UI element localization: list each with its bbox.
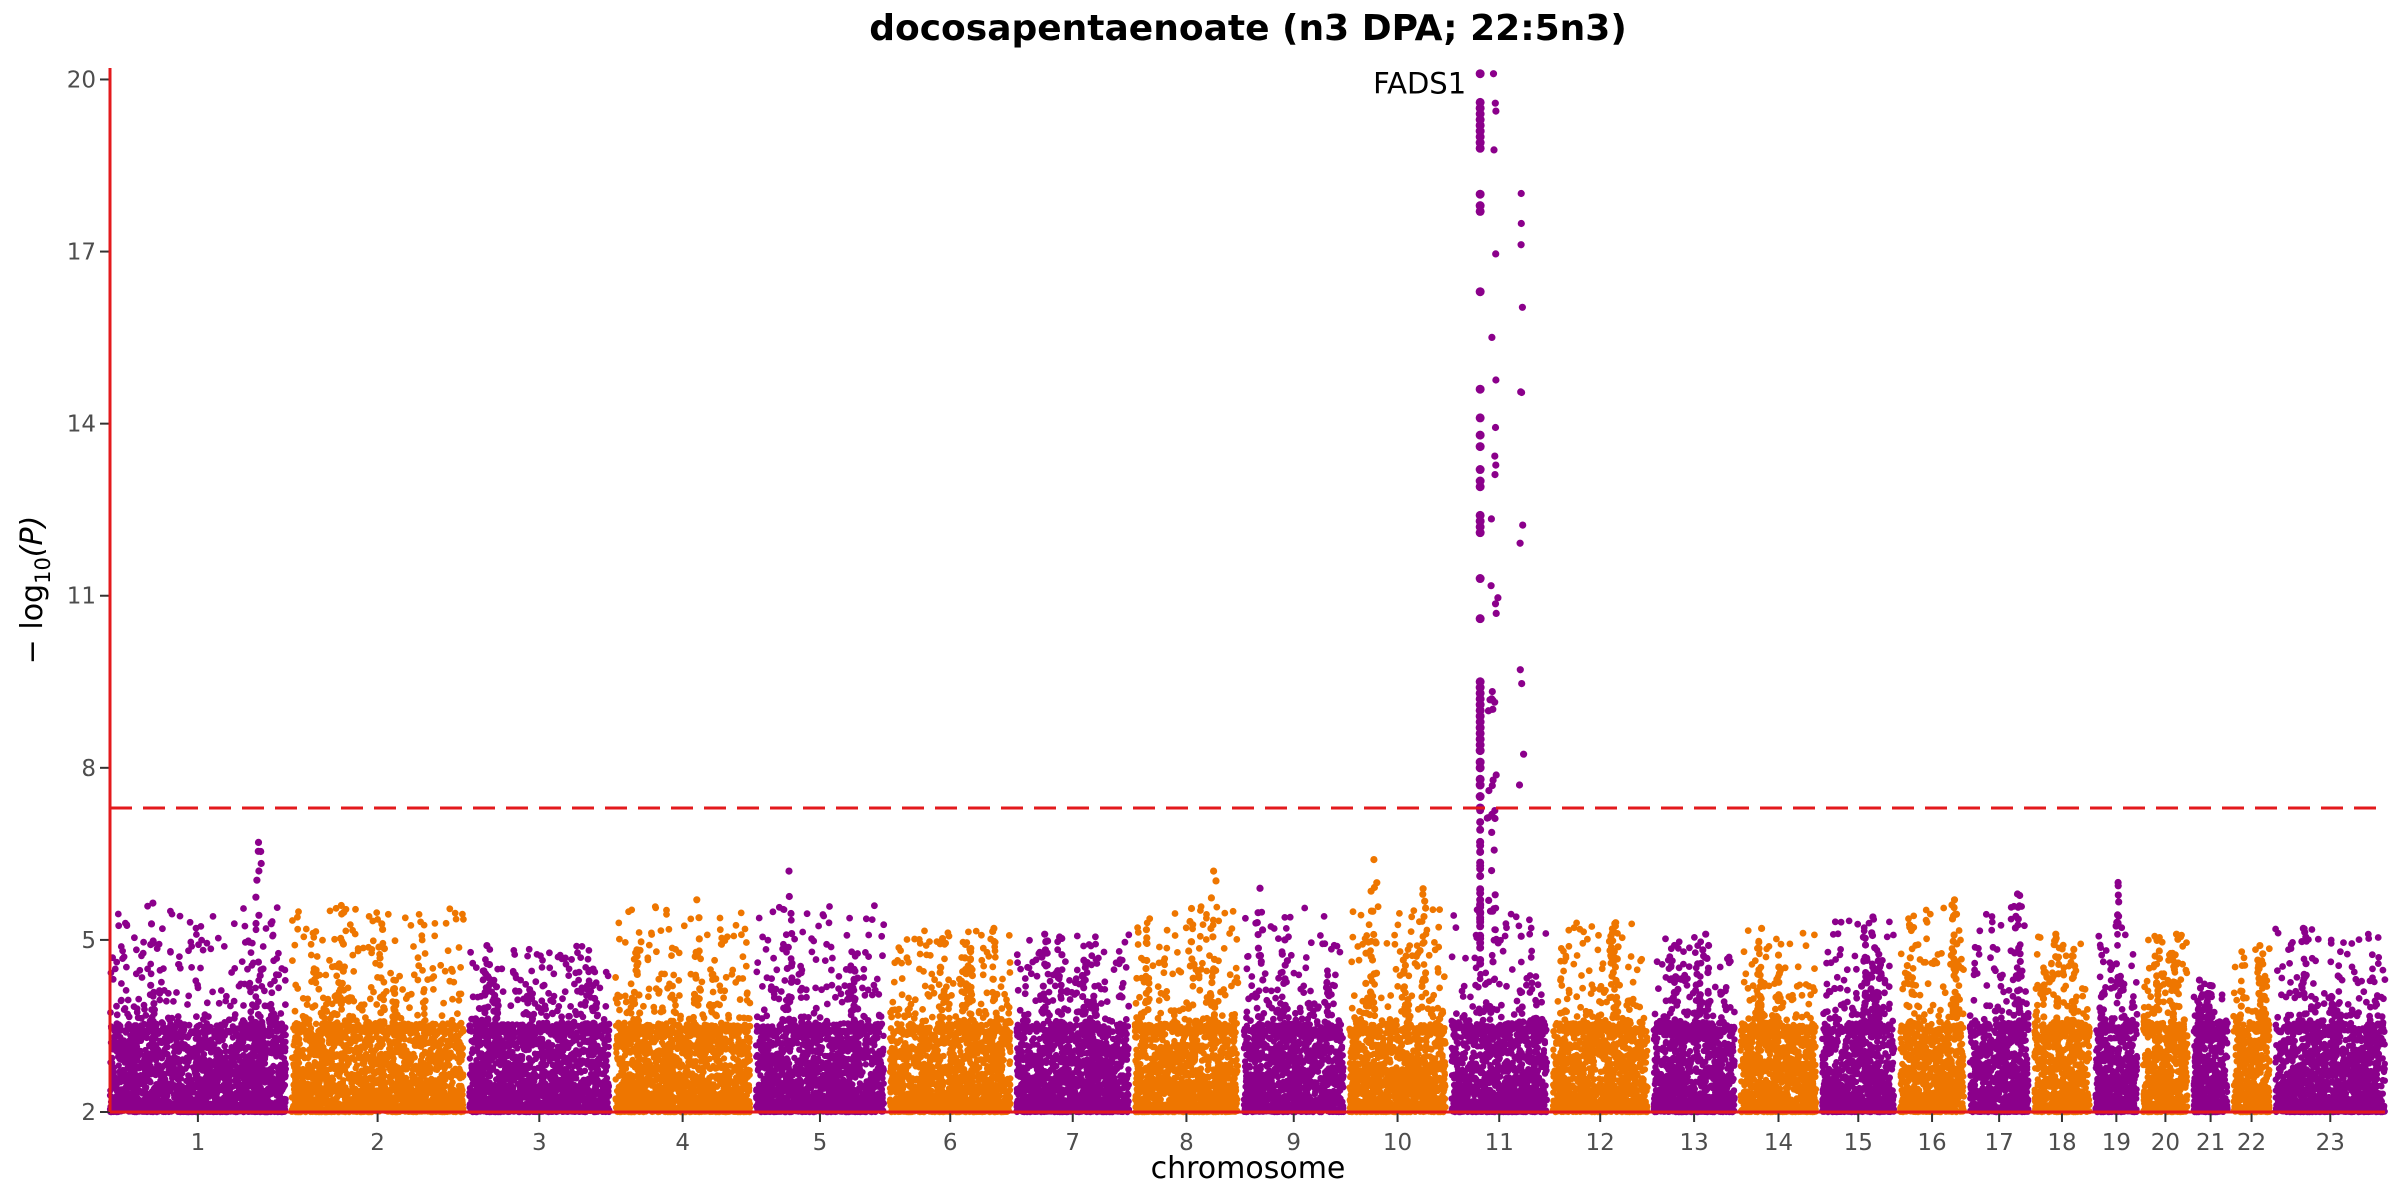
peak-point	[1476, 885, 1485, 894]
peak-point	[1476, 943, 1485, 952]
x-tick-label: 23	[2316, 1130, 2345, 1156]
peak-point	[1475, 189, 1485, 199]
y-tick-label: 11	[67, 584, 96, 610]
peak-point	[1475, 430, 1485, 440]
y-axis-label-prefix: − log	[15, 584, 50, 664]
x-tick-label: 7	[1065, 1130, 1080, 1156]
x-tick-label: 18	[2047, 1130, 2076, 1156]
x-tick-label: 16	[1917, 1130, 1946, 1156]
x-tick-label: 14	[1764, 1130, 1793, 1156]
x-tick-label: 19	[2102, 1130, 2131, 1156]
peak-point	[1475, 528, 1485, 538]
x-tick-label: 12	[1586, 1130, 1615, 1156]
x-tick-label: 4	[675, 1130, 690, 1156]
peak-point	[1475, 780, 1485, 790]
x-tick-label: 11	[1485, 1130, 1514, 1156]
peak-point	[1475, 574, 1485, 584]
y-tick-label: 8	[81, 756, 96, 782]
x-tick-label: 15	[1844, 1130, 1873, 1156]
peak-point	[1475, 746, 1485, 756]
x-axis-label: chromosome	[1151, 1151, 1346, 1186]
chart-title: docosapentaenoate (n3 DPA; 22:5n3)	[869, 8, 1627, 49]
peak-point	[1476, 931, 1485, 940]
peak-point	[1475, 413, 1485, 423]
peak-point	[1476, 908, 1485, 917]
peak-point	[1475, 792, 1485, 802]
peak-point	[1475, 614, 1485, 624]
peak-point	[1476, 900, 1485, 909]
peak-point	[1475, 287, 1485, 297]
peak-point	[1475, 465, 1485, 475]
peak-point	[1476, 872, 1485, 881]
peak-point	[1476, 858, 1485, 867]
chromosome-points	[106, 70, 2389, 1116]
y-tick-label: 17	[67, 240, 96, 266]
chromosome-points	[288, 856, 2273, 1116]
x-tick-label: 2	[370, 1130, 385, 1156]
peak-point	[1476, 922, 1485, 931]
peak-point	[1475, 763, 1485, 773]
peak-point	[1476, 847, 1485, 856]
y-tick-label: 14	[67, 412, 96, 438]
peak-point	[1475, 442, 1485, 452]
x-tick-label: 6	[943, 1130, 958, 1156]
x-tick-label: 20	[2151, 1130, 2180, 1156]
x-tick-label: 10	[1383, 1130, 1412, 1156]
y-axis-label-suffix: (P)	[15, 516, 50, 558]
x-tick-label: 22	[2237, 1130, 2266, 1156]
peak-point	[1476, 837, 1485, 846]
peak-points	[1475, 69, 1485, 968]
x-tick-label: 17	[1984, 1130, 2013, 1156]
y-tick-label: 20	[67, 67, 96, 93]
x-tick-label: 1	[191, 1130, 206, 1156]
x-tick-label: 9	[1286, 1130, 1301, 1156]
data-points	[106, 70, 2389, 1116]
peak-point	[1475, 69, 1485, 79]
peak-point	[1476, 959, 1485, 968]
y-axis-ticks: 2 5 8 11 14 17 20	[67, 67, 110, 1126]
peak-point	[1475, 384, 1485, 394]
peak-point	[1475, 143, 1485, 153]
peak-gene-label: FADS1	[1373, 67, 1466, 101]
y-axis-label-subscript: 10	[31, 557, 55, 584]
y-tick-label: 5	[81, 928, 96, 954]
y-axis-label: − log10(P)	[15, 516, 55, 665]
peak-point	[1476, 825, 1485, 834]
peak-point	[1475, 482, 1485, 492]
x-tick-label: 8	[1179, 1130, 1194, 1156]
y-tick-label: 2	[81, 1100, 96, 1126]
peak-point	[1475, 206, 1485, 216]
x-axis-ticks: 1 2 3 4 5 6 7 8 9 10 11 12 13 14 15 16 17 18 19 20 21 22 23	[191, 1112, 2345, 1156]
x-tick-label: 21	[2196, 1130, 2225, 1156]
peak-point	[1476, 818, 1485, 827]
x-tick-label: 13	[1679, 1130, 1708, 1156]
x-tick-label: 5	[813, 1130, 828, 1156]
x-tick-label: 3	[532, 1130, 547, 1156]
